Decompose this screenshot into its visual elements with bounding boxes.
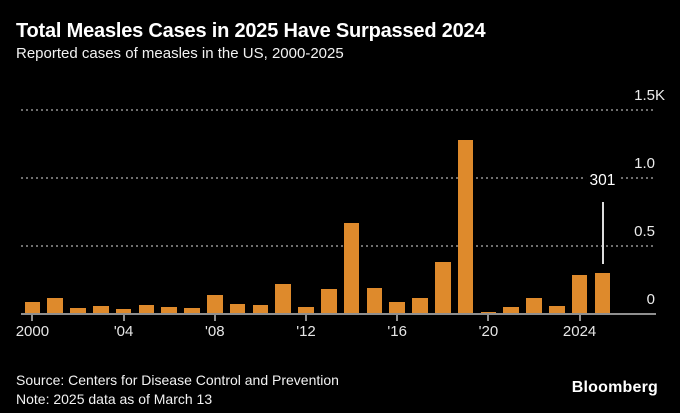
bar-2014 [343,223,360,314]
x-tick-2000 [31,315,34,321]
gridline-0.5 [21,244,656,247]
x-tick-2008 [213,315,216,321]
x-tick-2012 [305,315,307,321]
bar-2025 [594,272,611,314]
bar-2005 [138,305,155,314]
x-tick-label-2012: '12 [296,323,316,340]
gridline-1.0 [21,176,656,179]
bar-2000 [24,302,41,314]
y-axis-label-1.5K: 1.5 K [634,86,666,104]
x-tick-2004 [122,315,125,321]
y-axis-label-0: 0 [646,291,655,308]
bar-2009 [229,304,246,314]
x-tick-label-2008: '08 [205,323,225,340]
bar-2004 [115,308,132,314]
bar-2012 [298,306,314,314]
y-axis-label-1.0: 1.0 [634,154,655,172]
bar-2018 [435,262,451,314]
x-tick-label-2000: 2000 [15,323,50,340]
y-axis-label-0.5: 0.5 [634,222,655,240]
bar-2006 [161,306,177,314]
chart-subtitle: Reported cases of measles in the US, 200… [16,45,344,62]
gridline-1.5 [21,108,656,111]
bar-2003 [93,306,109,314]
x-tick-label-2016: '16 [387,323,407,340]
bar-2019 [457,140,474,314]
x-tick-label-2004: '04 [113,323,134,340]
page-title: Total Measles Cases in 2025 Have Surpass… [16,20,486,42]
bar-2022 [526,297,542,314]
bar-2021 [503,307,519,314]
bar-2007 [184,308,200,314]
bar-2015 [366,288,383,314]
annotation-label: 301 [586,172,619,190]
bar-2001 [47,298,63,314]
bar-2013 [321,288,337,314]
x-tick-2024 [578,315,581,321]
bar-2023 [549,305,565,314]
data-note: Note: 2025 data as of March 13 [16,390,213,407]
bloomberg-logo: Bloomberg [571,379,658,396]
x-tick-label-2024: 2024 [562,323,597,340]
bar-2010 [252,305,269,314]
bar-2008 [207,294,223,314]
footnotes: Source: Centers for Disease Control and … [16,371,339,408]
x-tick-label-2020: '20 [478,323,499,340]
bar-2016 [389,302,405,314]
source-note: Source: Centers for Disease Control and … [16,372,339,388]
bar-2011 [275,284,291,314]
x-axis-line [21,313,656,315]
bar-2024 [571,275,588,314]
bar-2017 [412,297,428,314]
annotation-line [602,202,604,264]
x-tick-2016 [396,315,399,321]
bar-2002 [70,308,86,314]
x-tick-2020 [487,315,490,321]
